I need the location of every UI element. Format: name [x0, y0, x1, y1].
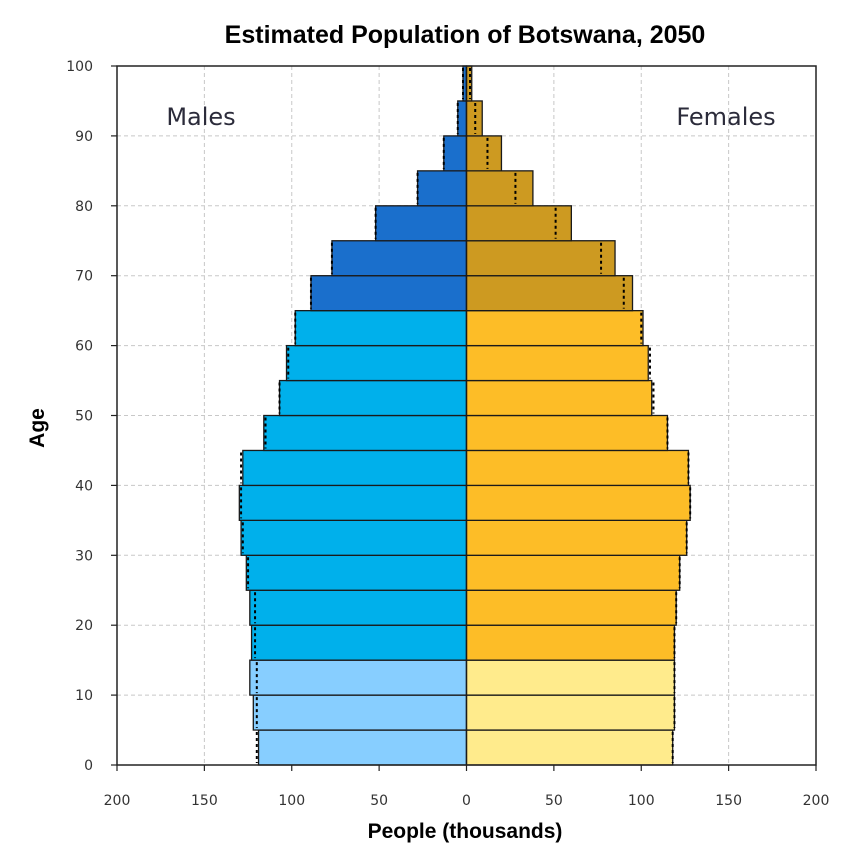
males-bar-0-4: [257, 729, 468, 766]
males-bar-45-49: [263, 414, 468, 452]
females-bar-95-99: [465, 65, 473, 102]
x-tick-label-3: 50: [370, 793, 388, 809]
females-bar-35-39: [465, 484, 691, 521]
y-tick-label-4: 40: [75, 478, 93, 494]
males-bar-90-94: [457, 100, 468, 137]
females-bar-5-9: [465, 694, 676, 731]
males-bar-80-84: [416, 170, 468, 207]
males-bar-5-9: [252, 694, 468, 731]
x-tick-label-6: 100: [628, 793, 655, 809]
x-tick-label-7: 150: [715, 793, 742, 809]
x-tick-label-2: 100: [278, 793, 305, 809]
chart-title: Estimated Population of Botswana, 2050: [225, 21, 706, 49]
x-tick-label-8: 200: [803, 793, 830, 809]
y-axis-title: Age: [26, 408, 49, 448]
males-bar-55-59: [285, 344, 468, 382]
females-bar-85-89: [465, 135, 503, 172]
females-bar-90-94: [465, 100, 483, 137]
males-bar-50-54: [278, 379, 468, 417]
females-bar-55-59: [465, 344, 649, 382]
y-tick-label-8: 80: [75, 199, 93, 215]
males-bar-60-64: [294, 309, 468, 347]
bars: [238, 65, 691, 766]
females-bar-0-4: [465, 729, 674, 766]
males-bar-35-39: [238, 484, 468, 521]
y-tick-label-2: 20: [75, 618, 93, 634]
x-tick-label-4: 0: [462, 793, 471, 809]
females-bar-60-64: [465, 309, 644, 347]
females-bar-15-19: [465, 624, 676, 661]
y-tick-label-1: 10: [75, 688, 93, 704]
females-bar-75-79: [465, 205, 572, 242]
y-tick-label-10: 100: [66, 59, 93, 75]
y-tick-label-9: 90: [75, 129, 93, 145]
legend-males: Males: [166, 103, 235, 131]
x-tick-label-5: 50: [545, 793, 563, 809]
dotted-markers: [240, 68, 692, 763]
x-tick-label-0: 200: [104, 793, 131, 809]
males-bar-25-29: [245, 554, 468, 591]
males-bar-20-24: [249, 589, 468, 626]
males-bar-75-79: [374, 205, 468, 242]
females-bar-25-29: [465, 554, 681, 591]
legend-females: Females: [676, 103, 775, 131]
females-bar-30-34: [465, 519, 688, 556]
x-tick-label-1: 150: [191, 793, 218, 809]
males-bar-15-19: [250, 624, 468, 661]
females-bar-70-74: [465, 240, 616, 277]
females-bar-40-44: [465, 449, 690, 487]
y-tick-label-6: 60: [75, 339, 93, 355]
females-bar-80-84: [465, 170, 534, 207]
males-bar-70-74: [331, 240, 468, 277]
males-bar-10-14: [249, 659, 468, 696]
males-bar-40-44: [242, 449, 468, 487]
y-tick-label-5: 50: [75, 409, 93, 425]
y-tick-label-0: 0: [84, 758, 93, 774]
y-tick-label-3: 30: [75, 548, 93, 564]
females-bar-20-24: [465, 589, 677, 626]
males-bar-65-69: [310, 275, 468, 312]
females-bar-10-14: [465, 659, 676, 696]
x-axis-title: People (thousands): [368, 820, 563, 843]
tick-labels: 200 150 100 50 0 50 100 150 200 0 10 20 30 40 50 60 70 80…: [66, 59, 829, 809]
females-bar-45-49: [465, 414, 669, 452]
females-bar-65-69: [465, 275, 634, 312]
y-tick-label-7: 70: [75, 269, 93, 285]
females-bar-50-54: [465, 379, 653, 417]
males-bar-30-34: [240, 519, 468, 556]
males-bar-85-89: [443, 135, 468, 172]
